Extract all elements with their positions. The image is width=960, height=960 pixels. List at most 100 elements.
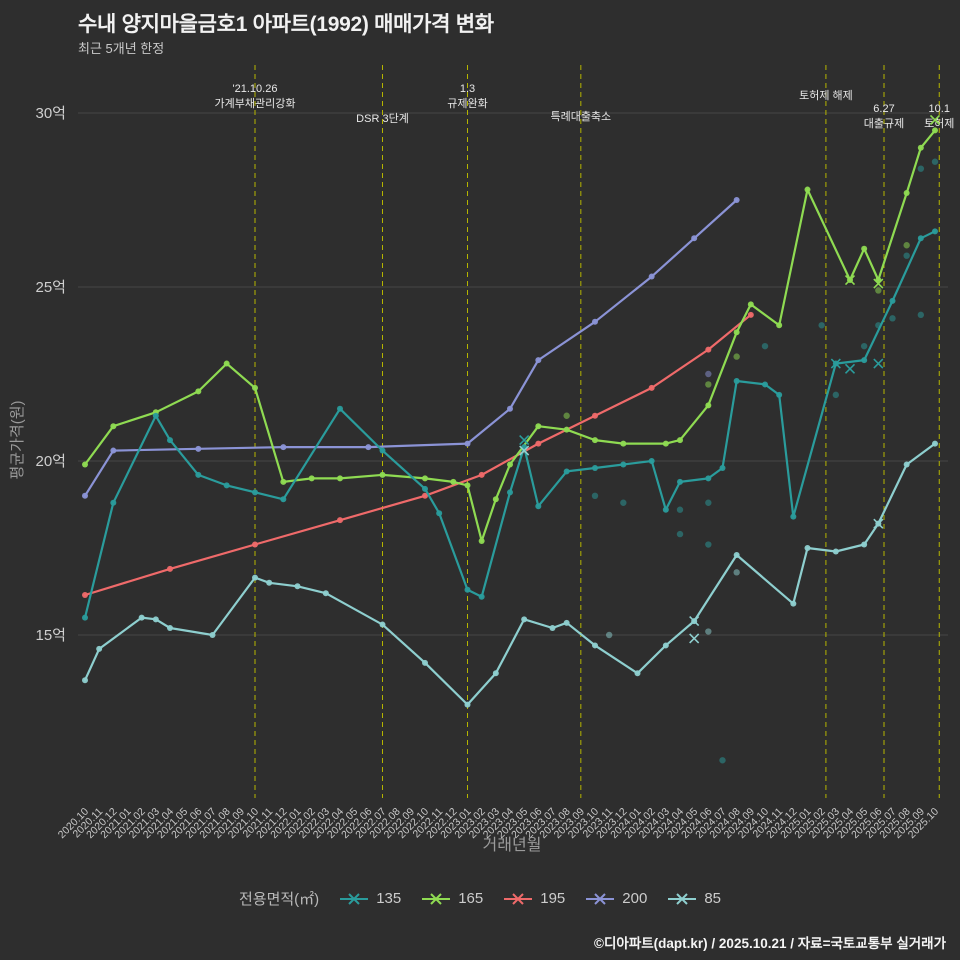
series-point-165[interactable]	[252, 384, 258, 391]
transaction-dot-85[interactable]	[705, 628, 712, 635]
legend-item-200[interactable]: 200	[585, 890, 647, 907]
transaction-dot-85[interactable]	[733, 569, 740, 576]
series-point-165[interactable]	[563, 426, 570, 433]
transaction-dot-135[interactable]	[903, 252, 910, 259]
x-marker-165[interactable]	[873, 278, 884, 289]
series-point-135[interactable]	[790, 513, 797, 520]
series-point-200[interactable]	[195, 445, 202, 452]
series-point-165[interactable]	[677, 437, 683, 444]
transaction-dot-165[interactable]	[705, 381, 712, 388]
legend-item-165[interactable]: 165	[421, 890, 483, 907]
series-point-165[interactable]	[592, 437, 598, 444]
series-point-165[interactable]	[776, 322, 783, 329]
series-point-85[interactable]	[733, 551, 740, 558]
series-point-135[interactable]	[733, 377, 740, 384]
series-point-85[interactable]	[294, 583, 301, 590]
series-point-85[interactable]	[379, 621, 386, 628]
series-point-85[interactable]	[167, 625, 173, 632]
series-point-85[interactable]	[82, 677, 88, 684]
series-point-165[interactable]	[422, 475, 428, 482]
series-point-135[interactable]	[152, 412, 159, 419]
series-point-135[interactable]	[677, 478, 683, 485]
series-point-135[interactable]	[195, 471, 202, 478]
series-point-135[interactable]	[337, 405, 343, 412]
series-point-85[interactable]	[903, 461, 910, 468]
series-point-85[interactable]	[932, 440, 938, 447]
series-point-200[interactable]	[592, 318, 598, 325]
series-point-200[interactable]	[507, 405, 513, 412]
series-point-85[interactable]	[521, 616, 528, 623]
series-point-165[interactable]	[450, 478, 457, 485]
legend-item-85[interactable]: 85	[667, 890, 721, 907]
series-point-165[interactable]	[379, 471, 386, 478]
transaction-dot-165[interactable]	[903, 242, 910, 249]
series-point-165[interactable]	[932, 127, 938, 134]
series-point-165[interactable]	[478, 538, 485, 545]
series-point-165[interactable]	[804, 186, 811, 193]
series-point-165[interactable]	[280, 478, 287, 485]
transaction-dot-200[interactable]	[705, 370, 712, 378]
legend-item-195[interactable]: 195	[503, 890, 565, 907]
transaction-dot-135[interactable]	[719, 757, 726, 764]
series-line-195[interactable]	[83, 313, 752, 597]
series-point-85[interactable]	[422, 659, 428, 666]
transaction-dot-165[interactable]	[733, 353, 740, 360]
series-point-200[interactable]	[691, 235, 698, 242]
series-point-135[interactable]	[932, 228, 938, 235]
series-point-85[interactable]	[266, 579, 273, 586]
series-point-135[interactable]	[252, 489, 258, 496]
series-point-85[interactable]	[138, 614, 145, 621]
series-point-195[interactable]	[422, 492, 428, 499]
x-marker-165[interactable]	[844, 274, 856, 286]
series-point-135[interactable]	[592, 464, 598, 471]
series-point-135[interactable]	[620, 461, 627, 468]
series-point-85[interactable]	[563, 619, 570, 626]
series-point-85[interactable]	[861, 541, 868, 548]
transaction-dot-135[interactable]	[917, 311, 925, 319]
transaction-dot-135[interactable]	[917, 165, 925, 172]
series-point-165[interactable]	[337, 475, 343, 482]
x-marker-135[interactable]	[873, 358, 884, 369]
series-line-200[interactable]	[83, 198, 738, 497]
series-point-135[interactable]	[422, 485, 428, 492]
series-point-200[interactable]	[82, 492, 88, 499]
x-marker-135[interactable]	[830, 358, 841, 369]
series-point-135[interactable]	[776, 391, 783, 398]
series-point-85[interactable]	[634, 670, 641, 677]
transaction-dot-135[interactable]	[889, 315, 896, 322]
series-point-195[interactable]	[82, 591, 88, 598]
transaction-dot-165[interactable]	[563, 412, 570, 419]
series-point-165[interactable]	[662, 440, 669, 447]
series-point-195[interactable]	[337, 517, 343, 524]
series-point-85[interactable]	[662, 642, 669, 649]
transaction-dot-85[interactable]	[605, 631, 613, 639]
series-point-85[interactable]	[804, 545, 811, 551]
transaction-dot-135[interactable]	[705, 541, 712, 548]
series-point-135[interactable]	[379, 447, 386, 454]
series-point-135[interactable]	[762, 381, 768, 388]
series-point-165[interactable]	[308, 475, 315, 482]
series-point-135[interactable]	[464, 586, 471, 593]
series-point-135[interactable]	[110, 499, 117, 506]
series-point-135[interactable]	[705, 475, 712, 482]
series-point-85[interactable]	[832, 548, 839, 555]
series-point-135[interactable]	[563, 468, 570, 475]
series-point-200[interactable]	[648, 273, 655, 280]
series-point-200[interactable]	[733, 197, 740, 203]
series-point-135[interactable]	[917, 235, 924, 242]
transaction-dot-135[interactable]	[676, 530, 684, 538]
x-marker-135[interactable]	[519, 435, 530, 446]
series-point-85[interactable]	[592, 642, 598, 649]
series-point-85[interactable]	[152, 616, 159, 623]
series-point-165[interactable]	[195, 388, 202, 395]
series-line-85[interactable]	[83, 442, 937, 706]
series-point-135[interactable]	[662, 506, 669, 513]
series-point-165[interactable]	[917, 144, 924, 151]
series-point-85[interactable]	[790, 600, 797, 607]
series-point-135[interactable]	[507, 489, 513, 496]
series-point-200[interactable]	[535, 357, 542, 364]
series-point-135[interactable]	[82, 614, 88, 621]
series-point-165[interactable]	[903, 190, 910, 197]
series-point-85[interactable]	[549, 625, 556, 632]
transaction-dot-165[interactable]	[875, 287, 882, 294]
